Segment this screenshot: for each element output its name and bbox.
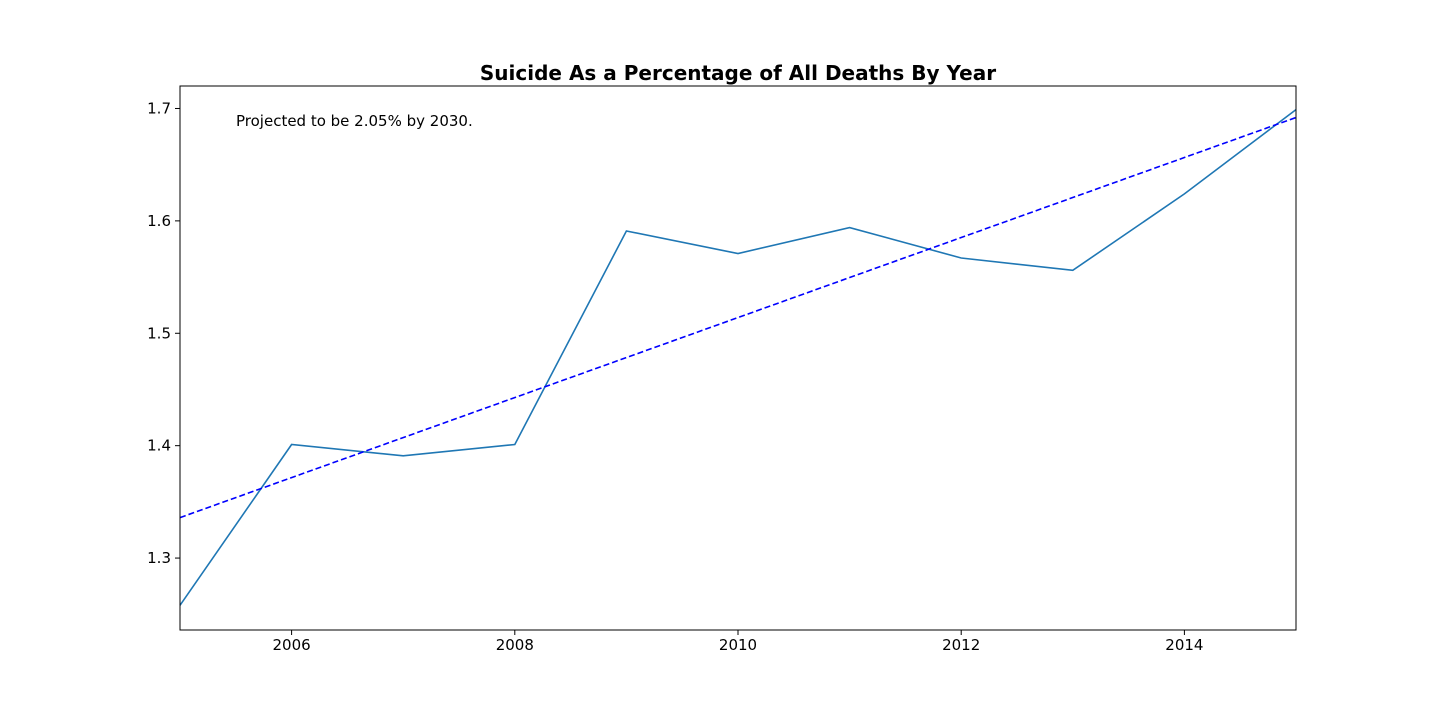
y-tick-label: 1.4: [147, 437, 171, 455]
x-tick-label: 2014: [1165, 636, 1203, 654]
x-tick-label: 2006: [273, 636, 311, 654]
projection-annotation: Projected to be 2.05% by 2030.: [236, 112, 473, 130]
y-tick-label: 1.7: [147, 99, 171, 117]
plot-frame: [179, 85, 1297, 631]
axis-ticks: 2006 2008 2010 2012 2014 1.3 1.4 1.5 1.6 1.7: [147, 99, 1203, 654]
y-tick-label: 1.6: [147, 212, 171, 230]
percentage-line: [179, 108, 1297, 606]
x-tick-label: 2010: [719, 636, 757, 654]
x-tick-label: 2008: [496, 636, 534, 654]
chart-title: Suicide As a Percentage of All Deaths By…: [480, 61, 996, 85]
y-tick-label: 1.3: [147, 549, 171, 567]
y-tick-label: 1.5: [147, 324, 171, 342]
x-tick-label: 2012: [942, 636, 980, 654]
data-series: [179, 108, 1297, 606]
